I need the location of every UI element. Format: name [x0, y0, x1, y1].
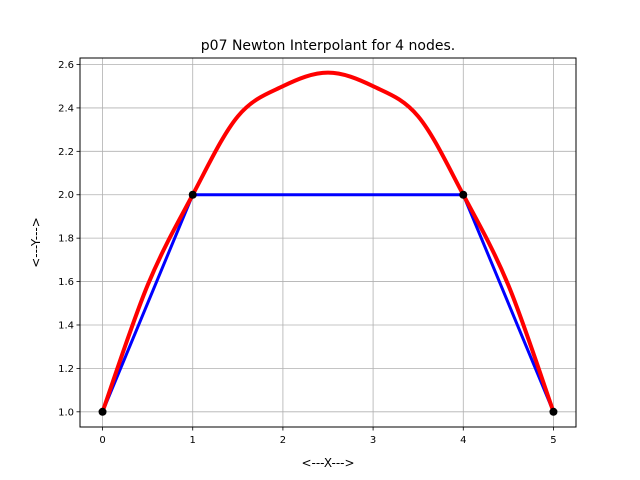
x-tick-label: 1 [190, 435, 196, 446]
series-layer [98, 70, 558, 416]
node-point [188, 190, 197, 199]
x-tick-label: 0 [99, 435, 105, 446]
y-tick-label: 1.6 [58, 277, 74, 288]
node-point [98, 407, 107, 416]
newton-interpolant-curve [100, 70, 556, 414]
y-axis-label: <---Y---> [29, 217, 43, 268]
y-tick-label: 2.2 [58, 147, 74, 158]
y-tick-label: 2.6 [58, 60, 74, 71]
x-tick-label: 5 [550, 435, 556, 446]
chart-title: p07 Newton Interpolant for 4 nodes. [201, 38, 455, 54]
y-tick-label: 1.8 [58, 234, 74, 245]
grid [80, 58, 576, 427]
y-tick-label: 1.4 [58, 320, 74, 331]
x-tick-label: 3 [370, 435, 376, 446]
y-tick-label: 2.4 [58, 103, 74, 114]
x-tick-label: 2 [280, 435, 286, 446]
x-axis: 0 1 2 3 4 5 [99, 427, 557, 446]
y-tick-label: 1.2 [58, 364, 74, 375]
linear-interpolant-line [101, 193, 555, 413]
node-point [459, 190, 468, 199]
node-point [549, 407, 558, 416]
y-tick-label: 1.0 [58, 407, 74, 418]
plot-frame [79, 57, 577, 428]
y-axis: 1.0 1.2 1.4 1.6 1.8 2.0 2.2 2.4 2.6 [58, 60, 80, 418]
y-tick-label: 2.0 [58, 190, 74, 201]
x-tick-label: 4 [460, 435, 466, 446]
x-axis-label: <---X---> [301, 456, 354, 470]
plot-area [80, 58, 576, 427]
